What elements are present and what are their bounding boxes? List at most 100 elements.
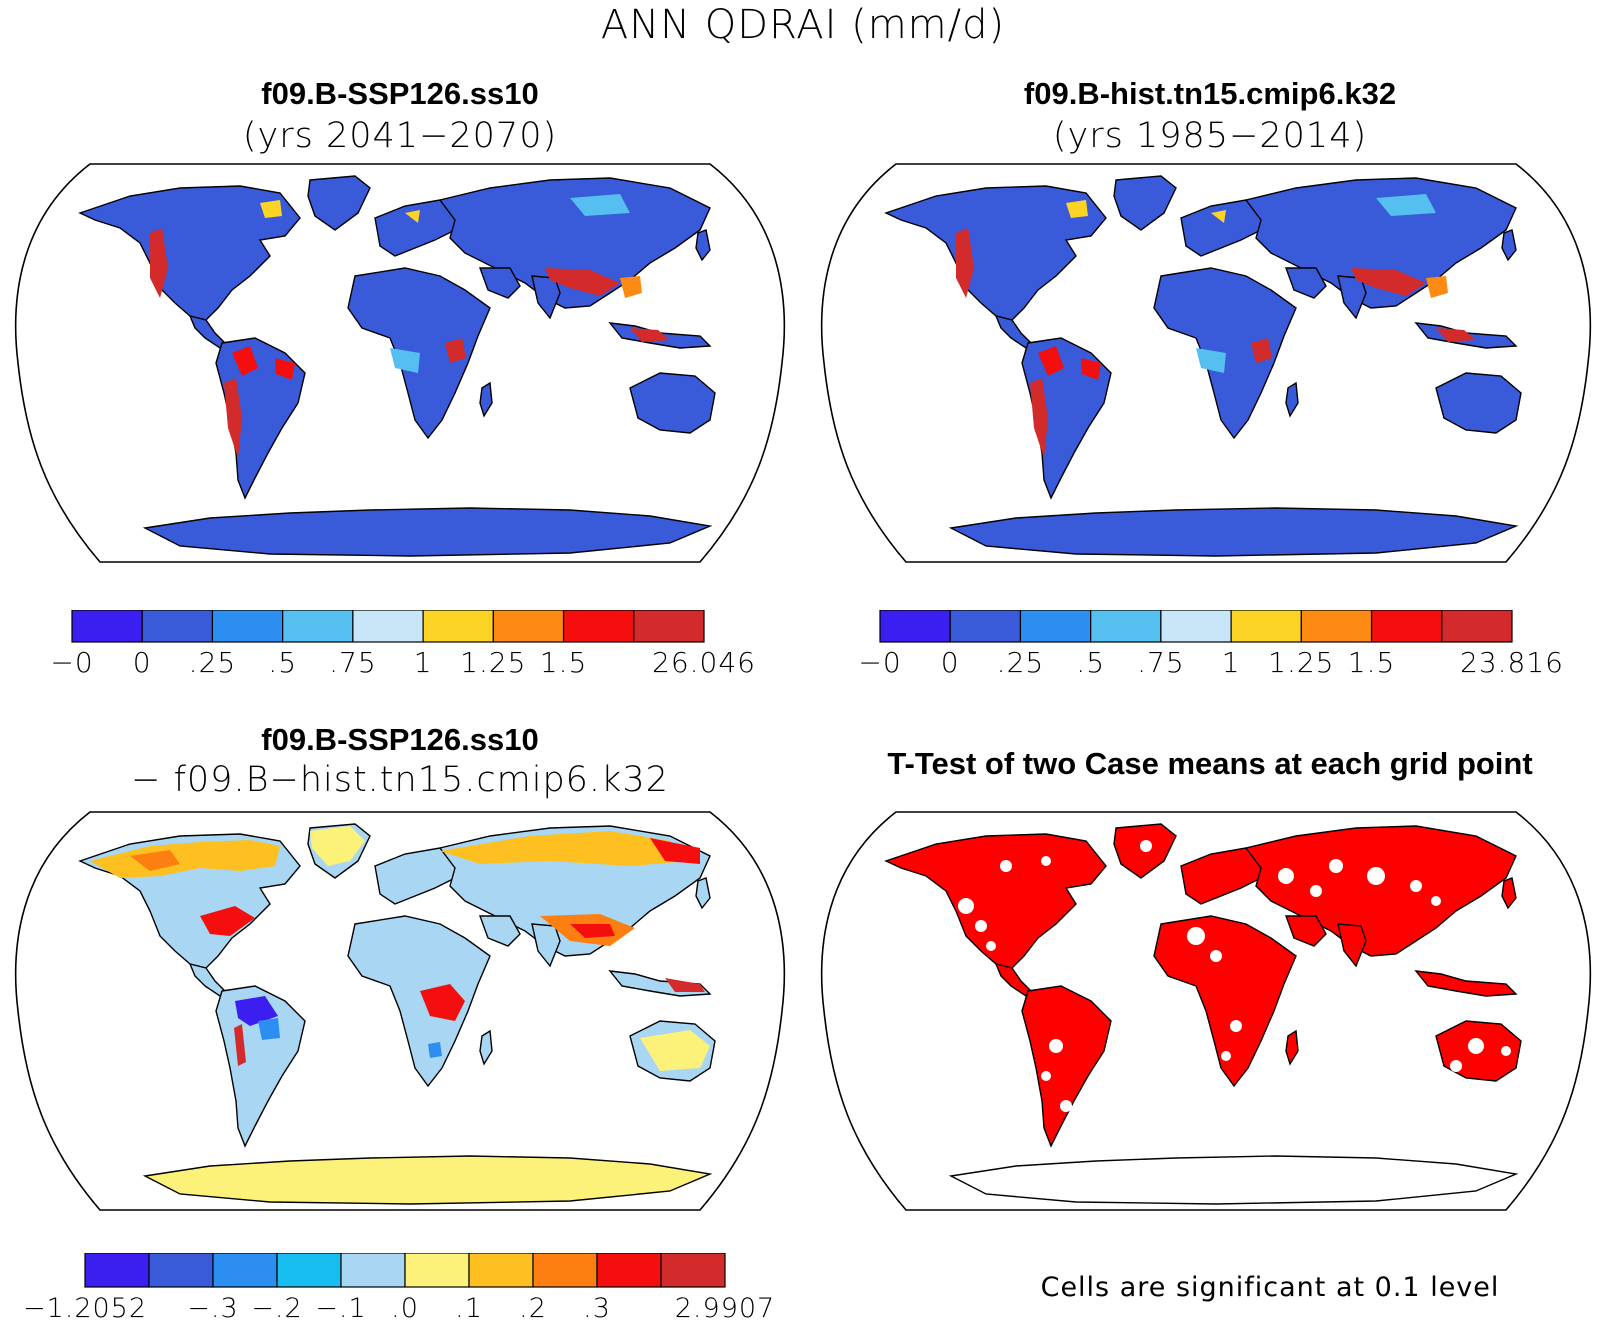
field-patch: [440, 831, 690, 866]
colorbar-tick-label: .25: [997, 646, 1045, 679]
nonsignificant-cell: [1060, 1100, 1072, 1112]
colorbar-tick-label: .25: [189, 646, 237, 679]
land-madagascar: [479, 1029, 493, 1066]
land-antarctica: [142, 507, 713, 557]
field-patch: [235, 996, 278, 1026]
land-antarctica: [142, 1155, 713, 1205]
significance-note: Cells are significant at 0.1 level: [1040, 1272, 1500, 1303]
land-japan: [695, 229, 711, 262]
colorbar-box: [1090, 610, 1162, 643]
colorbar-box: [949, 610, 1022, 643]
colorbar-box: [84, 1253, 150, 1288]
panel-ttest-title: T-Test of two Case means at each grid po…: [887, 746, 1533, 781]
nonsignificant-cell: [1468, 1038, 1484, 1054]
land-northAmerica: [884, 185, 1107, 321]
field-patch: [1081, 358, 1101, 380]
colorbar-tick-label: 1.5: [1348, 646, 1396, 679]
field-patch: [200, 906, 255, 936]
nonsignificant-cell: [1230, 1020, 1242, 1032]
nonsignificant-cell: [1450, 1060, 1462, 1072]
panel-difference-subtitle: − f09.B−hist.tn15.cmip6.k32: [131, 760, 669, 800]
colorbar-tick-label: 1: [414, 646, 433, 679]
land-africa: [347, 915, 491, 1088]
field-patch: [620, 276, 642, 298]
field-patch: [1211, 210, 1226, 223]
nonsignificant-cell: [1041, 856, 1051, 866]
map-border: [820, 163, 1592, 563]
colorbar-tick-label: .3: [583, 1293, 611, 1323]
land-asia: [1244, 825, 1517, 957]
land-arabia: [479, 267, 521, 299]
land-arabia: [1285, 267, 1327, 299]
field-patch: [428, 1042, 442, 1058]
colorbar-tick-label: .1: [455, 1293, 483, 1323]
colorbar-box: [1370, 610, 1443, 643]
colorbar-tick-label: .2: [519, 1293, 547, 1323]
map-border: [14, 163, 786, 563]
field-patch: [420, 984, 465, 1021]
colorbar-box: [1019, 610, 1092, 643]
land-northAmerica: [78, 185, 301, 321]
field-patch: [150, 228, 168, 298]
colorbar-box: [879, 610, 951, 643]
colorbar-tick-label: 0: [133, 646, 152, 679]
nonsignificant-cell: [1210, 950, 1222, 962]
land-japan: [1501, 229, 1517, 262]
colorbar-box: [404, 1253, 470, 1288]
map-difference: [10, 806, 790, 1216]
colorbar-tick-label: .75: [1137, 646, 1185, 679]
field-patch: [405, 210, 420, 223]
colorbar-box: [492, 610, 565, 643]
map-case: [10, 158, 790, 568]
colorbar-tick-label: .75: [329, 646, 377, 679]
colorbar-box: [596, 1253, 662, 1288]
land-africa: [1153, 915, 1297, 1088]
colorbar-box: [633, 610, 705, 643]
land-europe: [1180, 199, 1272, 257]
colorbar-box: [141, 610, 214, 643]
figure-title: ANN QDRAI (mm/d): [600, 2, 1006, 48]
nonsignificant-cell: [1410, 880, 1422, 892]
land-japan: [1501, 877, 1517, 910]
colorbar-box: [532, 1253, 598, 1288]
colorbar-tick-label: 2.9907: [675, 1293, 775, 1323]
land-antarctica: [948, 1155, 1519, 1205]
map-border: [820, 811, 1592, 1211]
field-patch: [310, 826, 365, 866]
colorbar-tick-label: −.3: [187, 1293, 238, 1323]
colorbar-tick-label: 1.25: [1268, 646, 1334, 679]
land-australia: [629, 372, 716, 434]
colorbar-box: [1300, 610, 1373, 643]
field-patch: [258, 1018, 280, 1040]
field-patch: [224, 378, 242, 458]
colorbar-box: [212, 1253, 278, 1288]
colorbar-tick-label: 1.25: [460, 646, 526, 679]
panel-difference-title: f09.B-SSP126.ss10: [261, 722, 539, 757]
nonsignificant-cell: [1431, 896, 1441, 906]
field-patch: [390, 348, 420, 373]
colorbar-tick-label: .5: [1076, 646, 1105, 679]
field-patch: [630, 328, 670, 342]
nonsignificant-cell: [986, 941, 996, 951]
nonsignificant-cell: [1278, 868, 1294, 884]
field-patch: [1351, 268, 1426, 296]
field-patch: [1436, 328, 1476, 342]
land-asia: [438, 177, 711, 309]
field-patch: [640, 1030, 710, 1071]
land-europe: [1180, 847, 1272, 905]
nonsignificant-cell: [1041, 1071, 1051, 1081]
land-southAmerica: [1021, 985, 1112, 1148]
nonsignificant-cell: [975, 920, 987, 932]
field-patch: [570, 924, 615, 938]
field-patch: [650, 838, 700, 864]
land-india: [1337, 923, 1367, 968]
colorbar-box: [660, 1253, 726, 1288]
land-europe: [374, 847, 466, 905]
land-greenland: [1113, 175, 1177, 231]
nonsignificant-cell: [1367, 867, 1385, 885]
colorbar-box: [148, 1253, 214, 1288]
field-patch: [1030, 378, 1048, 458]
colorbar-tick-label: −.2: [251, 1293, 302, 1323]
nonsignificant-cell: [1140, 840, 1152, 852]
colorbar-tick-label: 1: [1222, 646, 1241, 679]
